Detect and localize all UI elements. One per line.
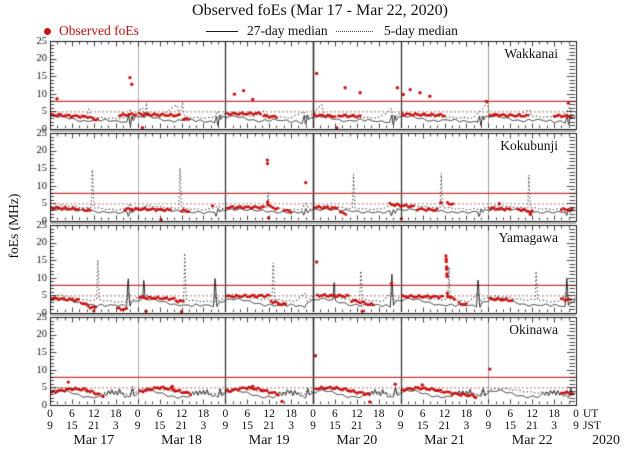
x-tick-jst: 15 xyxy=(504,420,517,432)
x-tick-jst: 15 xyxy=(329,420,341,432)
x-tick-jst: 21 xyxy=(526,420,538,432)
panel-label-yamagawa: Yamagawa xyxy=(498,230,558,245)
x-tick-ut: 0 xyxy=(485,408,492,420)
y-axis-label: foEs (MHz) xyxy=(6,193,21,259)
x-tick-jst: 3 xyxy=(288,420,294,432)
x-tick-ut: 12 xyxy=(438,408,451,420)
day-label: Mar 22 xyxy=(511,433,553,448)
x-tick-jst: 15 xyxy=(416,420,429,432)
x-tick-ut: 0 xyxy=(310,408,316,420)
x-tick-ut: 0 xyxy=(573,408,579,420)
day-label: Mar 19 xyxy=(248,433,290,448)
panel-label-okinawa: Okinawa xyxy=(509,322,558,337)
x-tick-ut: 12 xyxy=(263,408,275,420)
x-tick-ut: 18 xyxy=(460,408,473,420)
x-tick-ut: 12 xyxy=(88,408,100,420)
x-tick-jst: 9 xyxy=(310,420,316,432)
ut-unit-label: UT xyxy=(583,408,599,420)
x-tick-jst: 15 xyxy=(241,420,254,432)
x-tick-jst: 3 xyxy=(551,420,557,432)
panel-label-kokubunji: Kokubunji xyxy=(500,138,558,153)
x-tick-ut: 0 xyxy=(222,408,229,420)
x-tick-jst: 3 xyxy=(375,420,382,432)
x-tick-jst: 9 xyxy=(573,420,579,432)
x-tick-jst: 15 xyxy=(66,420,78,432)
x-tick-jst: 21 xyxy=(88,420,100,432)
jst-unit-label: JST xyxy=(583,420,601,432)
median27-line-swatch xyxy=(206,31,238,32)
x-tick-jst: 9 xyxy=(222,420,229,432)
x-tick-jst: 21 xyxy=(351,420,363,432)
x-tick-jst: 9 xyxy=(134,420,141,432)
median5-line-swatch xyxy=(336,31,373,32)
observed-dot-swatch xyxy=(44,28,51,35)
legend-observed-label: Observed foEs xyxy=(59,23,139,38)
x-tick-ut: 6 xyxy=(332,408,338,420)
day-label: Mar 17 xyxy=(73,433,115,448)
x-tick-jst: 3 xyxy=(112,420,119,432)
x-tick-ut: 6 xyxy=(69,408,75,420)
year-label: 2020 xyxy=(592,433,620,448)
legend-median5-label: 5-day median xyxy=(384,23,458,38)
x-tick-ut: 12 xyxy=(351,408,363,420)
x-tick-ut: 12 xyxy=(175,408,188,420)
x-tick-ut: 6 xyxy=(507,408,514,420)
x-tick-ut: 18 xyxy=(548,408,560,420)
chart-title: Observed foEs (Mar 17 - Mar 22, 2020) xyxy=(192,2,448,19)
panel-label-wakkanai: Wakkanai xyxy=(504,46,558,61)
x-tick-ut: 18 xyxy=(197,408,210,420)
x-tick-jst: 9 xyxy=(485,420,492,432)
x-tick-jst: 21 xyxy=(263,420,275,432)
x-tick-ut: 0 xyxy=(134,408,141,420)
x-tick-ut: 18 xyxy=(110,408,122,420)
day-label: Mar 18 xyxy=(161,433,202,448)
x-tick-ut: 6 xyxy=(419,408,426,420)
day-label: Mar 21 xyxy=(424,433,465,448)
x-tick-ut: 18 xyxy=(373,408,385,420)
x-tick-ut: 18 xyxy=(285,408,297,420)
x-tick-jst: 9 xyxy=(47,420,53,432)
x-tick-jst: 3 xyxy=(463,420,470,432)
x-tick-jst: 15 xyxy=(153,420,166,432)
x-tick-ut: 0 xyxy=(47,408,53,420)
x-tick-jst: 3 xyxy=(200,420,207,432)
x-tick-ut: 12 xyxy=(526,408,538,420)
legend-median27-label: 27-day median xyxy=(247,23,328,38)
day-label: Mar 20 xyxy=(336,433,378,448)
x-tick-jst: 21 xyxy=(175,420,188,432)
x-tick-ut: 6 xyxy=(244,408,251,420)
x-tick-jst: 9 xyxy=(397,420,404,432)
x-tick-ut: 6 xyxy=(156,408,163,420)
x-tick-ut: 0 xyxy=(397,408,404,420)
x-tick-jst: 21 xyxy=(438,420,451,432)
